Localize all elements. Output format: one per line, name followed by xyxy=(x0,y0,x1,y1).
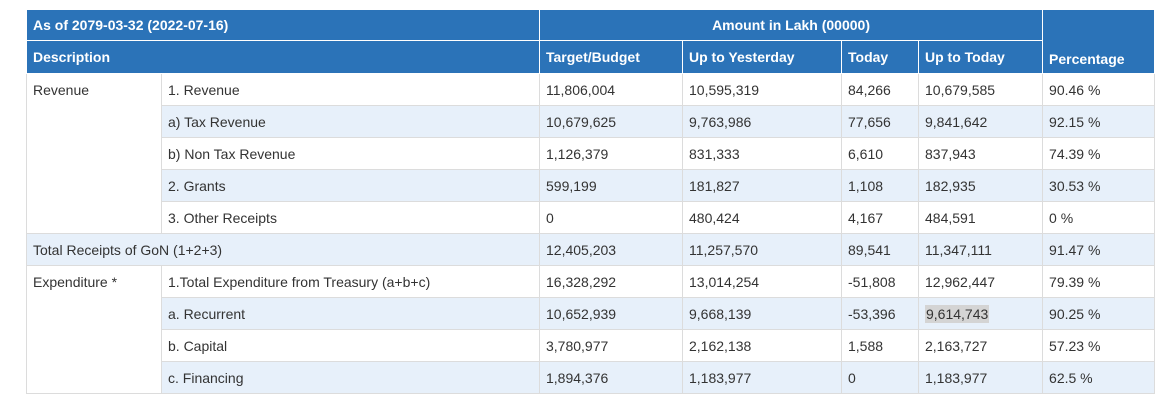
today-cell: 89,541 xyxy=(841,233,919,266)
row-item: c. Financing xyxy=(161,361,540,394)
row-item: a) Tax Revenue xyxy=(161,105,540,138)
row-item: 1. Revenue xyxy=(161,73,540,106)
target-cell: 10,679,625 xyxy=(539,105,683,138)
table-row: c. Financing 1,894,376 1,183,977 0 1,183… xyxy=(27,361,1156,394)
row-item: b. Capital xyxy=(161,329,540,362)
target-cell: 11,806,004 xyxy=(539,73,683,106)
row-item: 3. Other Receipts xyxy=(161,201,540,234)
table-row: Revenue 1. Revenue 11,806,004 10,595,319… xyxy=(26,73,1156,234)
revenue-group-label: Revenue xyxy=(26,73,162,234)
today-cell: 4,167 xyxy=(841,201,919,234)
percentage-cell: 79.39 % xyxy=(1042,265,1156,298)
yesterday-cell: 2,162,138 xyxy=(682,329,842,362)
today-cell: 6,610 xyxy=(841,137,919,170)
up-to-today-cell: 182,935 xyxy=(917,169,1044,202)
today-cell: 84,266 xyxy=(841,73,919,106)
today-cell: 1,588 xyxy=(841,329,919,362)
target-cell: 1,894,376 xyxy=(539,361,683,394)
target-cell: 12,405,203 xyxy=(539,233,683,266)
target-cell: 3,780,977 xyxy=(539,329,683,362)
target-cell: 10,652,939 xyxy=(539,297,683,330)
up-to-today-cell: 12,962,447 xyxy=(917,265,1044,298)
row-item: b) Non Tax Revenue xyxy=(161,137,540,170)
up-to-today-cell: 11,347,111 xyxy=(917,233,1044,266)
yesterday-cell: 181,827 xyxy=(682,169,842,202)
up-to-today-cell: 484,591 xyxy=(917,201,1044,234)
description-header: Description xyxy=(26,40,540,74)
today-cell: -53,396 xyxy=(841,297,919,330)
percentage-cell: 92.15 % xyxy=(1042,105,1156,138)
yesterday-cell: 480,424 xyxy=(682,201,842,234)
total-label: Total Receipts of GoN (1+2+3) xyxy=(26,233,540,266)
row-item: 2. Grants xyxy=(161,169,540,202)
today-header: Today xyxy=(841,40,919,74)
percentage-cell: 0 % xyxy=(1042,201,1156,234)
yesterday-cell: 13,014,254 xyxy=(682,265,842,298)
today-cell: 77,656 xyxy=(841,105,919,138)
up-to-today-cell: 9,841,642 xyxy=(917,105,1044,138)
up-to-today-header: Up to Today xyxy=(917,40,1044,74)
yesterday-cell: 11,257,570 xyxy=(682,233,842,266)
up-to-today-cell: 10,679,585 xyxy=(917,73,1044,106)
up-to-today-cell: 1,183,977 xyxy=(917,361,1044,394)
table-row: 3. Other Receipts 0 480,424 4,167 484,59… xyxy=(27,201,1156,234)
as-of-date-header: As of 2079-03-32 (2022-07-16) xyxy=(26,9,540,41)
today-cell: 1,108 xyxy=(841,169,919,202)
total-row: Total Receipts of GoN (1+2+3) 12,405,203… xyxy=(26,233,1156,266)
target-cell: 1,126,379 xyxy=(539,137,683,170)
yesterday-cell: 10,595,319 xyxy=(682,73,842,106)
target-cell: 16,328,292 xyxy=(539,265,683,298)
yesterday-cell: 831,333 xyxy=(682,137,842,170)
table-row: Expenditure * 1.Total Expenditure from T… xyxy=(26,265,1156,394)
percentage-cell: 74.39 % xyxy=(1042,137,1156,170)
amount-unit-header: Amount in Lakh (00000) xyxy=(538,9,1044,41)
table-row: a) Tax Revenue 10,679,625 9,763,986 77,6… xyxy=(27,105,1156,138)
up-to-today-cell: 9,614,743 xyxy=(917,297,1044,330)
percentage-cell: 90.25 % xyxy=(1042,297,1156,330)
selected-text-highlight[interactable]: 9,614,743 xyxy=(925,304,990,323)
table-row: b) Non Tax Revenue 1,126,379 831,333 6,6… xyxy=(27,137,1156,170)
row-item: 1.Total Expenditure from Treasury (a+b+c… xyxy=(161,265,540,298)
percentage-cell: 30.53 % xyxy=(1042,169,1156,202)
target-cell: 599,199 xyxy=(539,169,683,202)
target-cell: 0 xyxy=(539,201,683,234)
percentage-cell: 91.47 % xyxy=(1042,233,1156,266)
expenditure-group-label: Expenditure * xyxy=(26,265,162,394)
today-cell: -51,808 xyxy=(841,265,919,298)
yesterday-cell: 9,763,986 xyxy=(682,105,842,138)
yesterday-cell: 9,668,139 xyxy=(682,297,842,330)
table-row: a. Recurrent 10,652,939 9,668,139 -53,39… xyxy=(27,297,1156,330)
target-budget-header: Target/Budget xyxy=(539,40,683,74)
percentage-header: Percentage xyxy=(1042,9,1156,74)
table-row: 2. Grants 599,199 181,827 1,108 182,935 … xyxy=(27,169,1156,202)
up-to-yesterday-header: Up to Yesterday xyxy=(682,40,842,74)
revenue-expenditure-table: As of 2079-03-32 (2022-07-16) Amount in … xyxy=(26,9,1156,394)
row-item: a. Recurrent xyxy=(161,297,540,330)
revenue-expenditure-table-container: As of 2079-03-32 (2022-07-16) Amount in … xyxy=(26,9,1156,394)
percentage-cell: 90.46 % xyxy=(1042,73,1156,106)
table-row: b. Capital 3,780,977 2,162,138 1,588 2,1… xyxy=(27,329,1156,362)
today-cell: 0 xyxy=(841,361,919,394)
percentage-cell: 57.23 % xyxy=(1042,329,1156,362)
percentage-cell: 62.5 % xyxy=(1042,361,1156,394)
up-to-today-cell: 837,943 xyxy=(917,137,1044,170)
up-to-today-cell: 2,163,727 xyxy=(917,329,1044,362)
yesterday-cell: 1,183,977 xyxy=(682,361,842,394)
